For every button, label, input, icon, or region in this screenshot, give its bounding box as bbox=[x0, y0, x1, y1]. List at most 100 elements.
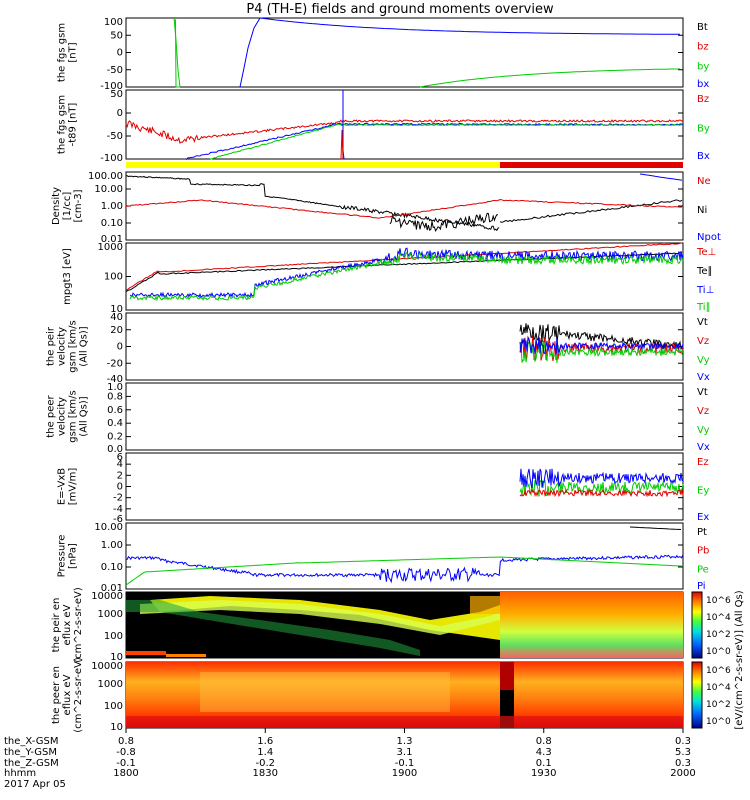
y-tick-label: -50 bbox=[107, 131, 123, 142]
trace-Bx bbox=[184, 122, 684, 161]
y-tick-label: -4 bbox=[113, 504, 123, 515]
legend-pb: Pb bbox=[697, 546, 709, 557]
y-tick-label: 100 bbox=[104, 17, 123, 28]
y-axis-label: the fgs gsm bbox=[57, 23, 68, 82]
y-axis-label: velocity bbox=[57, 327, 68, 366]
trace-Pe bbox=[125, 556, 683, 586]
y-axis-label: eflux eV bbox=[62, 674, 73, 715]
y-axis-label: [1/cc] bbox=[62, 192, 73, 221]
legend-vz: Vz bbox=[697, 336, 709, 347]
panel-peer-vel: 1.00.8 0.6 0.4 0.20.0 the peer velocity gsm [k… bbox=[46, 382, 710, 455]
trace-Vy bbox=[519, 339, 684, 363]
y-axis-label: [mV/m] bbox=[68, 468, 79, 506]
temp-traces bbox=[125, 242, 684, 302]
x-axis-value: 1800 bbox=[113, 768, 138, 779]
trace-Bz bbox=[125, 119, 683, 145]
status-bar-yellow bbox=[126, 162, 500, 168]
y-axis-label: velocity bbox=[57, 397, 68, 436]
x-axis-value: 4.3 bbox=[536, 747, 552, 758]
x-axis-value: 0.1 bbox=[536, 758, 552, 769]
legend-bt: Bt bbox=[697, 22, 708, 33]
x-axis-value: 5.3 bbox=[675, 747, 691, 758]
y-tick-label: 10000 bbox=[91, 591, 123, 602]
legend-bz: Bz bbox=[697, 94, 709, 105]
y-tick-label: 0.8 bbox=[107, 391, 123, 402]
colorbar-label: [eV/(cm^2-s-sr-eV)] (All Qs) bbox=[734, 590, 745, 729]
legend-bz: bz bbox=[697, 42, 709, 53]
trace-Ez bbox=[519, 488, 684, 498]
y-tick-label: 40 bbox=[110, 312, 123, 323]
y-tick-label: 100 bbox=[104, 701, 123, 712]
fgs-traces bbox=[173, 17, 681, 88]
y-axis-label: [nT] bbox=[68, 42, 79, 62]
pressure-traces bbox=[125, 526, 684, 586]
y-axis-label: [nPa] bbox=[68, 543, 79, 569]
y-tick-label: -40 bbox=[107, 374, 123, 385]
y-axis-label: the peer bbox=[46, 394, 57, 437]
y-axis-label: (cm^2-s-sr-eV) bbox=[73, 587, 84, 663]
y-axis-label: (cm^2-s-sr-eV) bbox=[73, 657, 84, 733]
x-axis-value: 1900 bbox=[392, 768, 417, 779]
legend-ni: Ni bbox=[697, 205, 707, 216]
trace-Vz bbox=[519, 335, 684, 361]
panel-fgs: 100 50 0 -50 -100 the fgs gsm [nT] Bt bz by bx bbox=[57, 17, 710, 92]
y-axis-label: mpgt3 [eV] bbox=[62, 248, 73, 305]
peir-velocity-traces bbox=[519, 323, 684, 363]
y-tick-label: 0.10 bbox=[101, 218, 123, 229]
trace-Npot bbox=[639, 173, 683, 181]
y-tick-label: 0.4 bbox=[107, 418, 123, 429]
panel-frame bbox=[125, 382, 684, 451]
y-tick-label: 0.6 bbox=[107, 405, 123, 416]
panel-frame bbox=[125, 171, 684, 241]
legend-ez: Ez bbox=[697, 457, 709, 468]
y-axis-label: eflux eV bbox=[62, 604, 73, 645]
y-tick-label: 2 bbox=[117, 470, 123, 481]
x-axis-row-label: the_X-GSM bbox=[4, 736, 58, 747]
y-axis-label: E=-VxB bbox=[57, 468, 68, 505]
y-tick-label: 10.00 bbox=[94, 184, 123, 195]
y-tick-label: 1.00 bbox=[101, 540, 123, 551]
y-axis-label: -t89 [nT] bbox=[68, 103, 79, 147]
x-axis-value: 1.3 bbox=[397, 736, 413, 747]
y-tick-label: 1.00 bbox=[101, 201, 123, 212]
y-tick-label: 10 bbox=[110, 304, 123, 315]
trace-Te-perp bbox=[125, 242, 683, 291]
y-tick-label: 100.00 bbox=[88, 171, 123, 182]
x-axis-value: 0.3 bbox=[675, 736, 691, 747]
panel-peir-vel: 40 20 0 -20 -40 the peir velocity gsm [km/s (All… bbox=[46, 312, 710, 385]
x-axis-value: -0.8 bbox=[116, 747, 136, 758]
y-tick-label: 1000 bbox=[98, 679, 123, 690]
x-axis-value: 1930 bbox=[531, 768, 556, 779]
y-tick-label: 100 bbox=[104, 272, 123, 283]
legend-pe: Pe bbox=[697, 564, 709, 575]
colorbar-tick-label: 10^6 bbox=[706, 666, 731, 676]
colorbar-tick-label: 10^6 bbox=[706, 596, 731, 606]
legend-vt: Vt bbox=[697, 317, 708, 328]
colorbar-tick-label: 10^4 bbox=[706, 613, 731, 623]
status-bar-red bbox=[500, 162, 683, 168]
x-axis-value: 3.1 bbox=[397, 747, 413, 758]
x-axis-value: 1.4 bbox=[257, 747, 273, 758]
trace-by bbox=[174, 19, 180, 88]
y-tick-label: 1000 bbox=[98, 242, 123, 253]
legend-npot: Npot bbox=[697, 232, 721, 243]
legend-ex: Ex bbox=[697, 512, 709, 523]
y-axis-label: the peir bbox=[46, 326, 57, 366]
legend-ti: Ti⊥ bbox=[696, 285, 714, 296]
trace-Ni bbox=[126, 175, 500, 232]
trace-Pt bbox=[629, 526, 682, 530]
colorbar-tick-label: 10^0 bbox=[706, 647, 731, 657]
trace-bx-tail bbox=[259, 17, 680, 35]
legend-vx: Vx bbox=[697, 442, 710, 453]
trace-Ti-perp bbox=[129, 247, 684, 299]
y-tick-label: -50 bbox=[107, 65, 123, 76]
y-tick-label: 0.10 bbox=[101, 562, 123, 573]
trace-bx bbox=[239, 17, 261, 88]
y-tick-label: 10000 bbox=[91, 661, 123, 672]
legend-vy: Vy bbox=[697, 425, 710, 436]
density-traces bbox=[126, 173, 683, 232]
y-tick-label: 0.2 bbox=[107, 432, 123, 443]
date-label: 2017 Apr 05 bbox=[4, 779, 66, 790]
efield-traces bbox=[519, 468, 684, 498]
legend-vx: Vx bbox=[697, 372, 710, 383]
